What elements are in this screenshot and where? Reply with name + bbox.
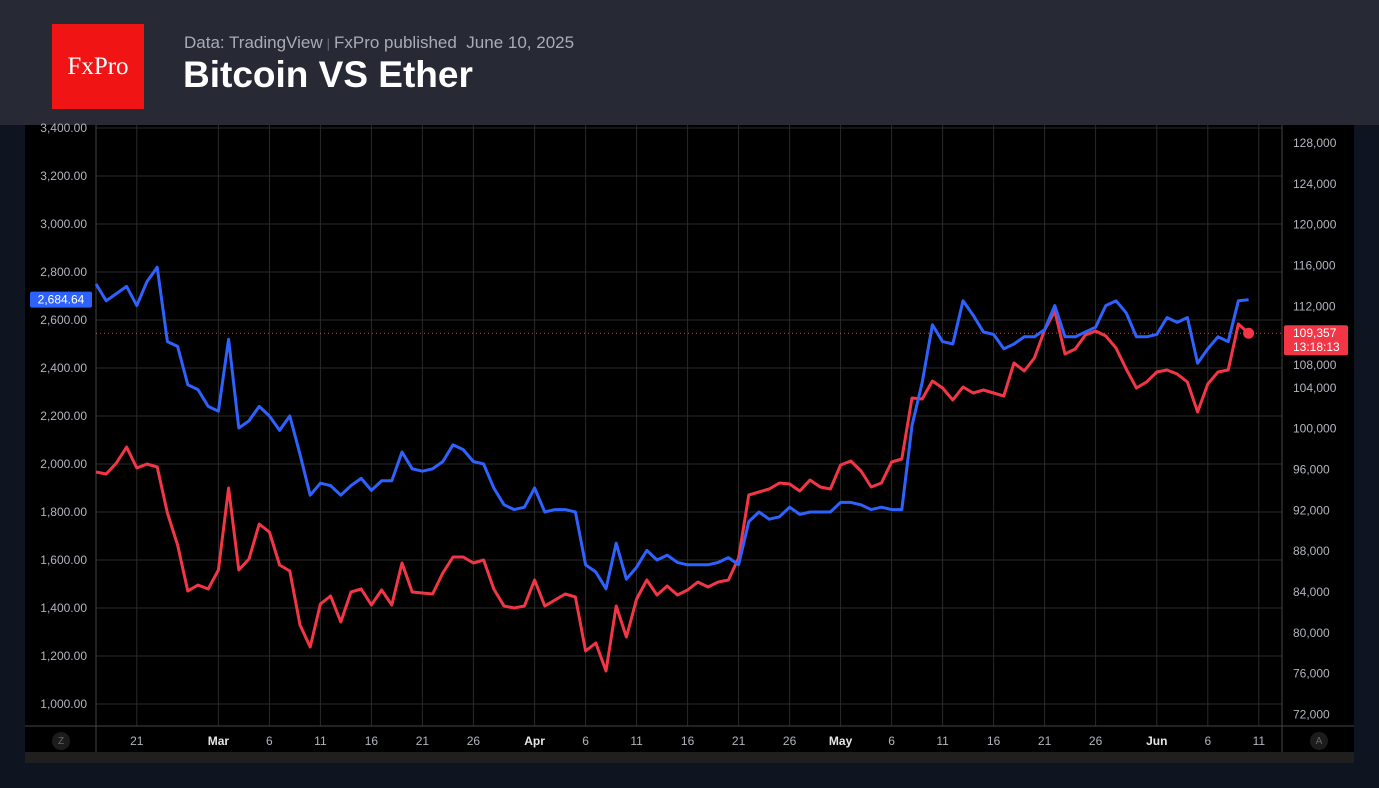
left-axis-tick-label: 3,200.00 xyxy=(40,169,87,183)
publisher: FxPro published xyxy=(334,33,457,52)
x-axis-tick-label: 16 xyxy=(987,734,1001,748)
chart-scrollbar[interactable] xyxy=(25,752,1354,763)
ether-series-line xyxy=(94,265,1249,591)
left-axis-tick-label: 2,000.00 xyxy=(40,457,87,471)
x-axis-tick-label: 21 xyxy=(130,734,144,748)
left-axis-tick-label: 2,200.00 xyxy=(40,409,87,423)
x-axis-tick-label: 11 xyxy=(630,734,643,748)
ether-last-price-label: 2,684.64 xyxy=(38,293,85,307)
bitcoin-countdown-label: 13:18:13 xyxy=(1293,340,1340,354)
left-axis-tick-label: 2,600.00 xyxy=(40,313,87,327)
x-axis-tick-label: Jun xyxy=(1146,734,1167,748)
x-axis-tick-label: Apr xyxy=(524,734,545,748)
x-axis-tick-label: 6 xyxy=(266,734,273,748)
right-axis-tick-label: 112,000 xyxy=(1293,299,1336,313)
x-axis-tick-label: May xyxy=(829,734,853,748)
left-axis-tick-label: 1,600.00 xyxy=(40,553,87,567)
right-axis-tick-label: 80,000 xyxy=(1293,626,1330,640)
left-axis-tick-label: 2,800.00 xyxy=(40,265,87,279)
x-axis-tick-label: 21 xyxy=(416,734,430,748)
right-axis-tick-label: 84,000 xyxy=(1293,585,1330,599)
x-axis-tick-label: 11 xyxy=(1253,734,1266,748)
right-axis-tick-label: 96,000 xyxy=(1293,463,1330,477)
bitcoin-series-line xyxy=(95,309,1250,673)
left-axis-tick-label: 3,000.00 xyxy=(40,217,87,231)
chart-meta: Data: TradingView | FxPro published June 1… xyxy=(184,33,574,53)
bitcoin-last-price-label: 109,357 xyxy=(1293,326,1337,340)
right-axis-tick-label: 72,000 xyxy=(1293,707,1330,721)
data-source: Data: TradingView xyxy=(184,33,323,52)
x-axis-tick-label: 26 xyxy=(467,734,481,748)
x-axis-tick-label: 26 xyxy=(783,734,797,748)
right-axis-tick-label: 76,000 xyxy=(1293,667,1330,681)
x-axis-tick-label: 11 xyxy=(314,734,327,748)
chart-title: Bitcoin VS Ether xyxy=(183,54,473,95)
separator: | xyxy=(326,36,330,51)
x-axis-tick-label: 21 xyxy=(732,734,746,748)
x-axis-tick-label: 6 xyxy=(1204,734,1211,748)
x-axis-tick-label: 21 xyxy=(1038,734,1052,748)
right-axis-tick-label: 108,000 xyxy=(1293,358,1337,372)
right-axis-tick-label: 92,000 xyxy=(1293,503,1330,517)
right-axis-tick-label: 88,000 xyxy=(1293,544,1330,558)
ether-last-price-badge xyxy=(30,291,92,308)
x-axis-tick-label: 11 xyxy=(936,734,949,748)
right-axis-tick-label: 116,000 xyxy=(1293,258,1336,272)
x-axis-tick-label: 16 xyxy=(681,734,695,748)
bitcoin-last-point xyxy=(1243,327,1255,339)
left-axis-tick-label: 1,400.00 xyxy=(40,601,87,615)
x-axis-tick-label: 26 xyxy=(1089,734,1103,748)
header: FxPro Data: TradingView | FxPro published … xyxy=(0,0,1379,125)
x-axis-tick-label: 16 xyxy=(365,734,379,748)
bitcoin-last-price-badge xyxy=(1284,325,1348,356)
right-axis-tick-label: 104,000 xyxy=(1293,381,1337,395)
zoom-reset-button[interactable]: Z xyxy=(52,732,70,750)
x-axis-tick-label: 6 xyxy=(888,734,895,748)
x-axis-tick-label: 6 xyxy=(582,734,589,748)
x-axis-tick-label: Mar xyxy=(208,734,230,748)
right-axis-tick-label: 100,000 xyxy=(1293,422,1337,436)
left-axis-tick-label: 2,400.00 xyxy=(40,361,87,375)
right-axis-tick-label: 124,000 xyxy=(1293,177,1337,191)
fxpro-logo: FxPro xyxy=(52,24,144,109)
auto-scale-button[interactable]: A xyxy=(1310,732,1328,750)
left-axis-tick-label: 1,800.00 xyxy=(40,505,87,519)
left-axis-tick-label: 3,400.00 xyxy=(40,121,87,135)
left-axis-tick-label: 1,000.00 xyxy=(40,697,87,711)
right-axis-tick-label: 120,000 xyxy=(1293,218,1337,232)
left-axis-tick-label: 1,200.00 xyxy=(40,649,87,663)
publish-date: June 10, 2025 xyxy=(466,33,575,52)
right-axis-tick-label: 128,000 xyxy=(1293,136,1337,150)
chart-panel xyxy=(25,125,1354,752)
